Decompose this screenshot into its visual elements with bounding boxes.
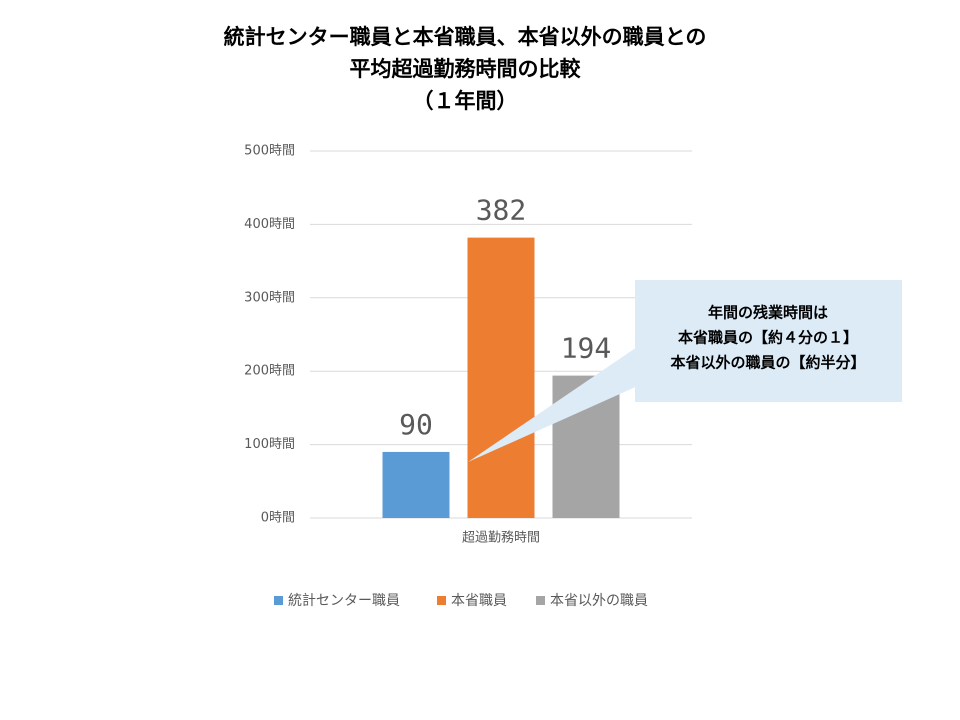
annotation: 年間の残業時間は — [708, 304, 828, 322]
y-tick-label: 100時間 — [244, 437, 295, 452]
chart-title: 統計センター職員と本省職員、本省以外の職員との — [224, 25, 707, 49]
legend-label: 統計センター職員 — [288, 593, 400, 609]
annotation: 本省職員の【約４分の１】 — [678, 329, 858, 347]
value-label: 194 — [561, 332, 612, 365]
callout-box — [635, 280, 902, 402]
legend-label: 本省職員 — [451, 593, 507, 609]
callout-pointer — [468, 345, 640, 462]
y-tick-label: 0時間 — [261, 511, 295, 526]
x-tick-label: 超過勤務時間 — [462, 531, 540, 546]
legend-swatch — [274, 596, 283, 605]
bar — [467, 237, 535, 518]
legend-label: 本省以外の職員 — [550, 593, 648, 609]
chart-title: 平均超過勤務時間の比較 — [350, 57, 582, 81]
value-label: 90 — [399, 408, 433, 441]
annotation: 本省以外の職員の【約半分】 — [670, 354, 865, 372]
legend-swatch — [536, 596, 545, 605]
y-tick-label: 500時間 — [244, 144, 295, 159]
y-tick-label: 300時間 — [244, 290, 295, 305]
bar — [382, 451, 450, 518]
y-tick-label: 400時間 — [244, 217, 295, 232]
chart-title: （１年間） — [413, 89, 518, 113]
value-label: 382 — [476, 194, 527, 227]
y-tick-label: 200時間 — [244, 364, 295, 379]
legend-swatch — [437, 596, 446, 605]
